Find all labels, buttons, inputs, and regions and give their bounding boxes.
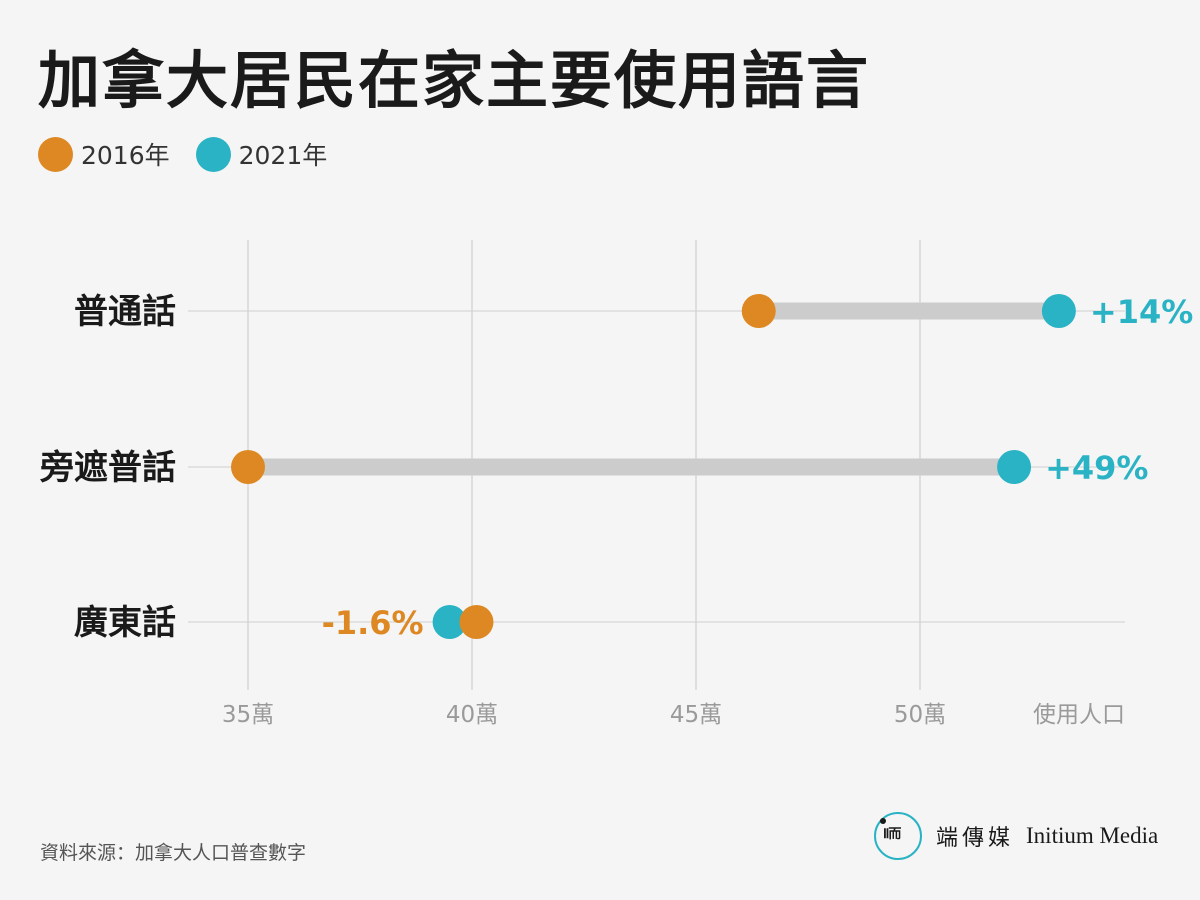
brand-name-en: Initium Media: [1026, 823, 1159, 848]
brand-name-cn: 端傳媒: [936, 826, 1015, 851]
point-2021-0: [1041, 294, 1076, 328]
change-label-1: +49%: [1045, 449, 1148, 487]
legend-dot-2016: [38, 136, 73, 172]
change-label-2: -1.6%: [322, 604, 424, 642]
category-label-0: 普通話: [74, 292, 176, 332]
x-tick-label-1: 40萬: [446, 702, 498, 728]
category-label-1: 旁遮普話: [39, 448, 176, 488]
legend-label-2016: 2016年: [81, 141, 170, 170]
point-2016-2: [459, 605, 494, 639]
change-label-0: +14%: [1090, 293, 1193, 331]
x-tick-label-3: 50萬: [894, 702, 946, 728]
logo-mark: Ⅱ而: [883, 827, 901, 842]
category-label-2: 廣東話: [74, 603, 176, 643]
initium-logo-icon: Ⅱ而: [874, 812, 922, 860]
point-2016-0: [741, 294, 776, 328]
x-tick-label-0: 35萬: [222, 702, 274, 728]
legend-dot-2021: [195, 136, 231, 172]
legend-item-2016: 2016年: [38, 136, 170, 172]
x-tick-label-2: 45萬: [670, 702, 722, 728]
page-title: 加拿大居民在家主要使用語言: [38, 44, 871, 117]
x-axis-label: 使用人口: [1033, 702, 1125, 728]
legend-item-2021: 2021年: [195, 136, 328, 172]
legend: 2016年 2021年: [38, 136, 353, 172]
point-2021-2: [432, 605, 467, 639]
point-2021-1: [997, 450, 1032, 484]
brand: Ⅱ而 端傳媒 Initium Media: [874, 812, 1158, 860]
point-2016-1: [231, 450, 265, 484]
source-note: 資料來源：加拿大人口普查數字: [40, 842, 307, 864]
legend-label-2021: 2021年: [238, 141, 328, 170]
